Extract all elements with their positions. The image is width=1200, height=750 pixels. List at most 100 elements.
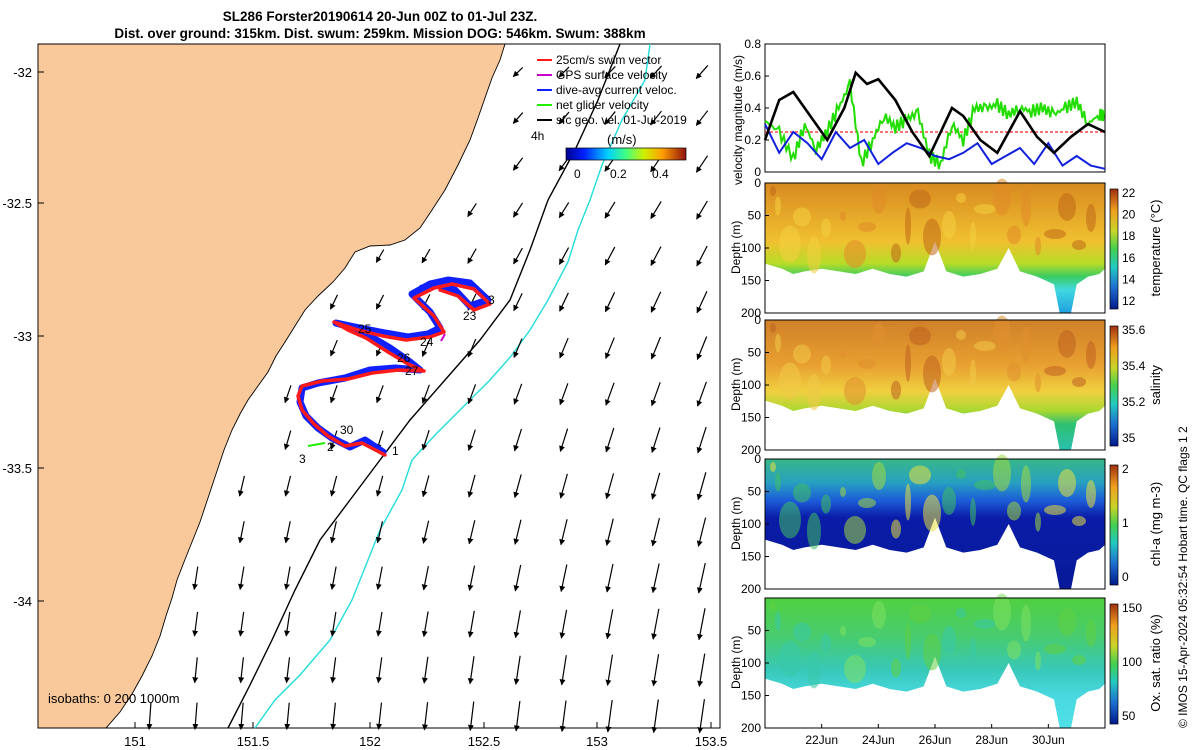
velocity-y-tick-label: 0.8: [744, 37, 761, 51]
current-arrow: [375, 475, 384, 497]
plot-title-line-2: Dist. over ground: 315km. Dist. swum: 25…: [114, 26, 646, 41]
current-arrow: [421, 339, 431, 357]
section-colorbar-tick-label: 12: [1122, 294, 1136, 308]
section-texture-patch: [770, 186, 776, 196]
current-arrow: [329, 611, 337, 637]
section-texture-patch: [905, 622, 911, 660]
map-panel: 3 2 1 30 27 26 25 24 23 3 151 151.5 152 152…: [2, 43, 727, 749]
section-texture-patch: [793, 483, 811, 503]
isobath-200m: [227, 43, 621, 729]
section-colorbar-tick-label: 100: [1122, 655, 1142, 669]
track-day-label: 1: [392, 444, 399, 458]
current-arrow: [192, 702, 199, 730]
current-arrow: [559, 337, 569, 359]
current-arrow: [330, 702, 337, 730]
section-colorbar-tick-label: 2: [1122, 462, 1129, 476]
section-texture-patch: [1021, 604, 1031, 642]
section-texture-patch: [872, 186, 886, 214]
isobaths-label: isobaths: 0 200 1000m: [48, 691, 180, 706]
current-arrow: [421, 248, 431, 264]
section-x-tick-label: 30Jun: [1032, 733, 1065, 747]
section-colorbar-tick-label: 35: [1122, 431, 1136, 445]
current-arrow: [604, 337, 615, 360]
current-arrow: [650, 427, 661, 454]
section-texture-patch: [1035, 373, 1041, 393]
current-arrow: [696, 245, 708, 267]
speed-colorbar: 4h (m/s) 0 0.2 0.4: [531, 129, 687, 181]
current-arrow: [559, 383, 569, 406]
section-colorbar-tick-label: 22: [1122, 186, 1136, 200]
current-arrow: [604, 292, 616, 313]
section-y-tick-label: 150: [741, 411, 761, 425]
current-arrow: [467, 203, 477, 218]
section-y-tick-label: 200: [741, 582, 761, 596]
current-arrow: [375, 385, 384, 404]
section-texture-patch: [891, 658, 901, 678]
track-day-label: 27: [405, 364, 419, 378]
section-y-tick-label: 50: [748, 209, 762, 223]
velocity-y-tick-label: 0: [754, 165, 761, 179]
current-arrow: [283, 475, 292, 497]
current-arrow: [237, 475, 245, 497]
current-arrow: [650, 472, 661, 500]
section-texture-patch: [1044, 366, 1066, 376]
current-arrow: [467, 338, 477, 358]
section-colorbar-label: Ox. sat. ratio (%): [1148, 614, 1163, 712]
section-texture-patch: [793, 207, 811, 227]
current-arrow: [513, 338, 523, 358]
section-texture-patch: [956, 330, 966, 340]
section-ylabel: Depth (m): [729, 358, 743, 411]
section-x-tick-label: 28Jun: [975, 733, 1008, 747]
current-arrow: [512, 202, 524, 218]
current-arrow: [467, 474, 476, 498]
section-texture-patch: [942, 626, 956, 654]
section-x-tick-label: 24Jun: [862, 733, 895, 747]
current-arrow: [651, 699, 659, 734]
section-texture-patch: [821, 218, 831, 238]
current-arrow: [559, 609, 568, 639]
track-day-label: 25: [358, 322, 372, 336]
section-texture-patch: [909, 189, 931, 209]
current-arrow: [513, 655, 521, 685]
section-texture-patch: [923, 633, 941, 671]
credit-text: © IMOS 15-Apr-2024 05:32:54 Hobart time.…: [1176, 426, 1190, 728]
current-arrow: [696, 517, 707, 547]
section-texture-patch: [821, 355, 831, 375]
track-day-label: 30: [340, 423, 354, 437]
current-arrow: [467, 248, 477, 264]
current-arrow: [192, 566, 199, 591]
section-colorbar: [1109, 464, 1119, 586]
section-heatmap-fill: [765, 183, 1105, 313]
current-arrow: [329, 475, 338, 497]
section-texture-patch: [1044, 505, 1066, 515]
section-texture-patch: [970, 359, 976, 387]
section-texture-patch: [970, 498, 976, 526]
section-y-tick-label: 200: [741, 306, 761, 320]
current-arrow: [283, 430, 292, 450]
section-texture-patch: [905, 207, 911, 245]
section-texture-patch: [858, 359, 876, 369]
current-arrow: [513, 564, 522, 592]
section-heatmap-fill: [765, 598, 1105, 728]
section-texture-patch: [779, 225, 801, 263]
section-texture-patch: [844, 377, 866, 405]
current-arrow: [192, 611, 199, 637]
section-texture-patch: [909, 326, 931, 346]
current-arrow: [605, 473, 615, 500]
current-arrow: [696, 200, 708, 220]
velocity-series-line: [764, 79, 1106, 170]
current-arrow: [238, 657, 245, 684]
colorbar-tick-label: 0: [574, 167, 581, 181]
current-arrow: [329, 566, 337, 590]
section-texture-patch: [793, 344, 811, 364]
current-arrow: [238, 611, 245, 637]
track-swim-trace: [296, 282, 492, 457]
current-arrow: [283, 385, 292, 404]
section-y-tick-label: 100: [741, 656, 761, 670]
current-arrow: [604, 201, 616, 219]
section-texture-patch: [956, 469, 966, 479]
current-arrow: [375, 611, 383, 637]
section-texture-patch: [821, 633, 831, 653]
